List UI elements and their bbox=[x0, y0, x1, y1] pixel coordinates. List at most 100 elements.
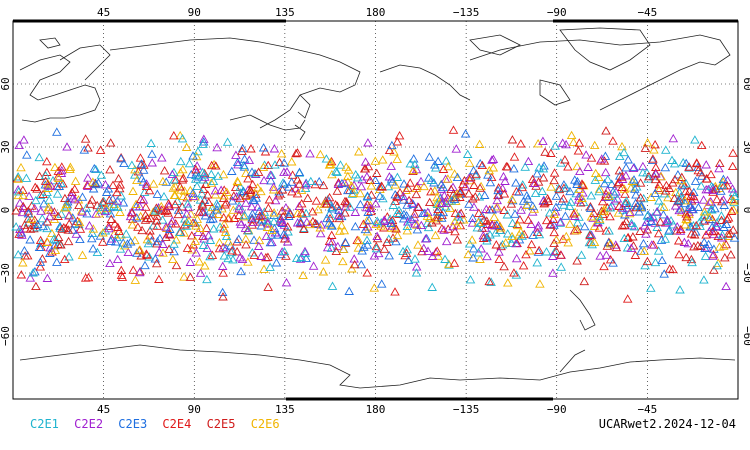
observation-marker bbox=[36, 206, 46, 215]
observation-marker bbox=[642, 211, 653, 220]
observation-marker bbox=[15, 198, 25, 207]
observation-marker bbox=[390, 180, 400, 189]
observation-marker bbox=[490, 228, 501, 237]
observation-marker bbox=[271, 258, 282, 267]
observation-marker bbox=[208, 214, 218, 223]
observation-marker bbox=[276, 148, 287, 158]
observation-marker bbox=[220, 227, 231, 236]
observation-marker bbox=[35, 190, 46, 200]
observation-marker bbox=[182, 209, 192, 218]
observation-marker bbox=[475, 183, 485, 192]
observation-marker bbox=[32, 184, 42, 193]
observation-marker bbox=[14, 229, 24, 238]
observation-marker bbox=[11, 206, 21, 215]
observation-marker bbox=[704, 197, 715, 206]
observation-marker bbox=[716, 186, 726, 195]
observation-marker bbox=[98, 228, 108, 237]
observation-marker bbox=[57, 224, 67, 233]
observation-marker bbox=[219, 219, 230, 228]
observation-marker bbox=[207, 250, 218, 259]
observation-marker bbox=[386, 223, 397, 232]
observation-marker bbox=[104, 195, 115, 204]
observation-marker bbox=[384, 172, 395, 181]
observation-marker bbox=[599, 206, 609, 215]
observation-marker bbox=[370, 198, 381, 208]
observation-marker bbox=[674, 249, 684, 259]
observation-marker bbox=[719, 200, 729, 209]
observation-marker bbox=[194, 207, 205, 216]
observation-marker bbox=[291, 183, 301, 193]
observation-marker bbox=[488, 163, 499, 172]
observation-marker bbox=[67, 213, 78, 222]
observation-marker bbox=[22, 250, 33, 260]
observation-marker bbox=[284, 182, 294, 191]
observation-marker bbox=[300, 246, 310, 256]
observation-marker bbox=[338, 256, 348, 266]
observation-marker bbox=[209, 159, 219, 169]
observation-marker bbox=[18, 185, 28, 194]
observation-marker bbox=[96, 170, 107, 179]
observation-marker bbox=[134, 201, 145, 211]
observation-marker bbox=[240, 223, 251, 232]
observation-marker bbox=[600, 167, 611, 177]
observation-marker bbox=[233, 159, 243, 169]
observation-marker bbox=[247, 213, 257, 222]
observation-marker bbox=[464, 173, 474, 182]
observation-marker bbox=[514, 187, 524, 196]
observation-marker bbox=[728, 205, 739, 214]
coast-scandinavia bbox=[59, 44, 111, 81]
observation-marker bbox=[605, 211, 615, 221]
observation-marker bbox=[640, 143, 651, 152]
observation-marker bbox=[430, 186, 440, 195]
observation-marker bbox=[19, 220, 30, 229]
observation-marker bbox=[560, 155, 570, 164]
observation-marker bbox=[320, 255, 331, 264]
observation-marker bbox=[296, 252, 307, 261]
observation-marker bbox=[619, 233, 630, 243]
observation-marker bbox=[701, 230, 711, 239]
observation-marker bbox=[30, 182, 40, 191]
observation-marker bbox=[161, 222, 171, 231]
observation-marker bbox=[413, 202, 424, 212]
observation-marker bbox=[187, 230, 197, 240]
observation-marker bbox=[392, 172, 403, 181]
observation-marker bbox=[604, 226, 614, 235]
observation-marker bbox=[42, 273, 53, 282]
observation-marker bbox=[259, 264, 269, 273]
observation-marker bbox=[265, 262, 275, 271]
observation-marker bbox=[88, 243, 98, 253]
observation-marker bbox=[65, 162, 76, 171]
observation-marker bbox=[399, 209, 409, 219]
observation-marker bbox=[676, 224, 686, 234]
observation-marker bbox=[115, 207, 125, 216]
observation-marker bbox=[188, 151, 198, 160]
observation-marker bbox=[499, 205, 509, 214]
coast-arctic-islands bbox=[469, 34, 521, 56]
observation-marker bbox=[693, 165, 704, 175]
observation-marker bbox=[53, 173, 64, 182]
observation-marker bbox=[297, 209, 308, 218]
observation-marker bbox=[645, 213, 656, 222]
observation-marker bbox=[476, 244, 486, 253]
observation-marker bbox=[589, 140, 600, 150]
observation-marker bbox=[214, 237, 225, 247]
observation-marker bbox=[491, 203, 502, 213]
observation-marker bbox=[594, 172, 604, 182]
observation-marker bbox=[141, 181, 152, 191]
observation-marker bbox=[136, 194, 146, 203]
observation-marker bbox=[360, 157, 371, 166]
observation-marker bbox=[410, 219, 420, 228]
observation-marker bbox=[431, 247, 441, 257]
observation-marker bbox=[523, 156, 534, 166]
observation-marker bbox=[550, 141, 560, 150]
observation-marker bbox=[638, 167, 648, 177]
lat-tick-label-left: 0 bbox=[0, 207, 12, 214]
observation-marker bbox=[716, 211, 727, 220]
observation-marker bbox=[492, 220, 502, 229]
observation-marker bbox=[528, 230, 538, 239]
observation-marker bbox=[548, 214, 559, 224]
observation-marker bbox=[161, 177, 172, 186]
coast-antarctica bbox=[19, 344, 736, 389]
observation-marker bbox=[492, 201, 502, 211]
observation-marker bbox=[518, 196, 529, 205]
